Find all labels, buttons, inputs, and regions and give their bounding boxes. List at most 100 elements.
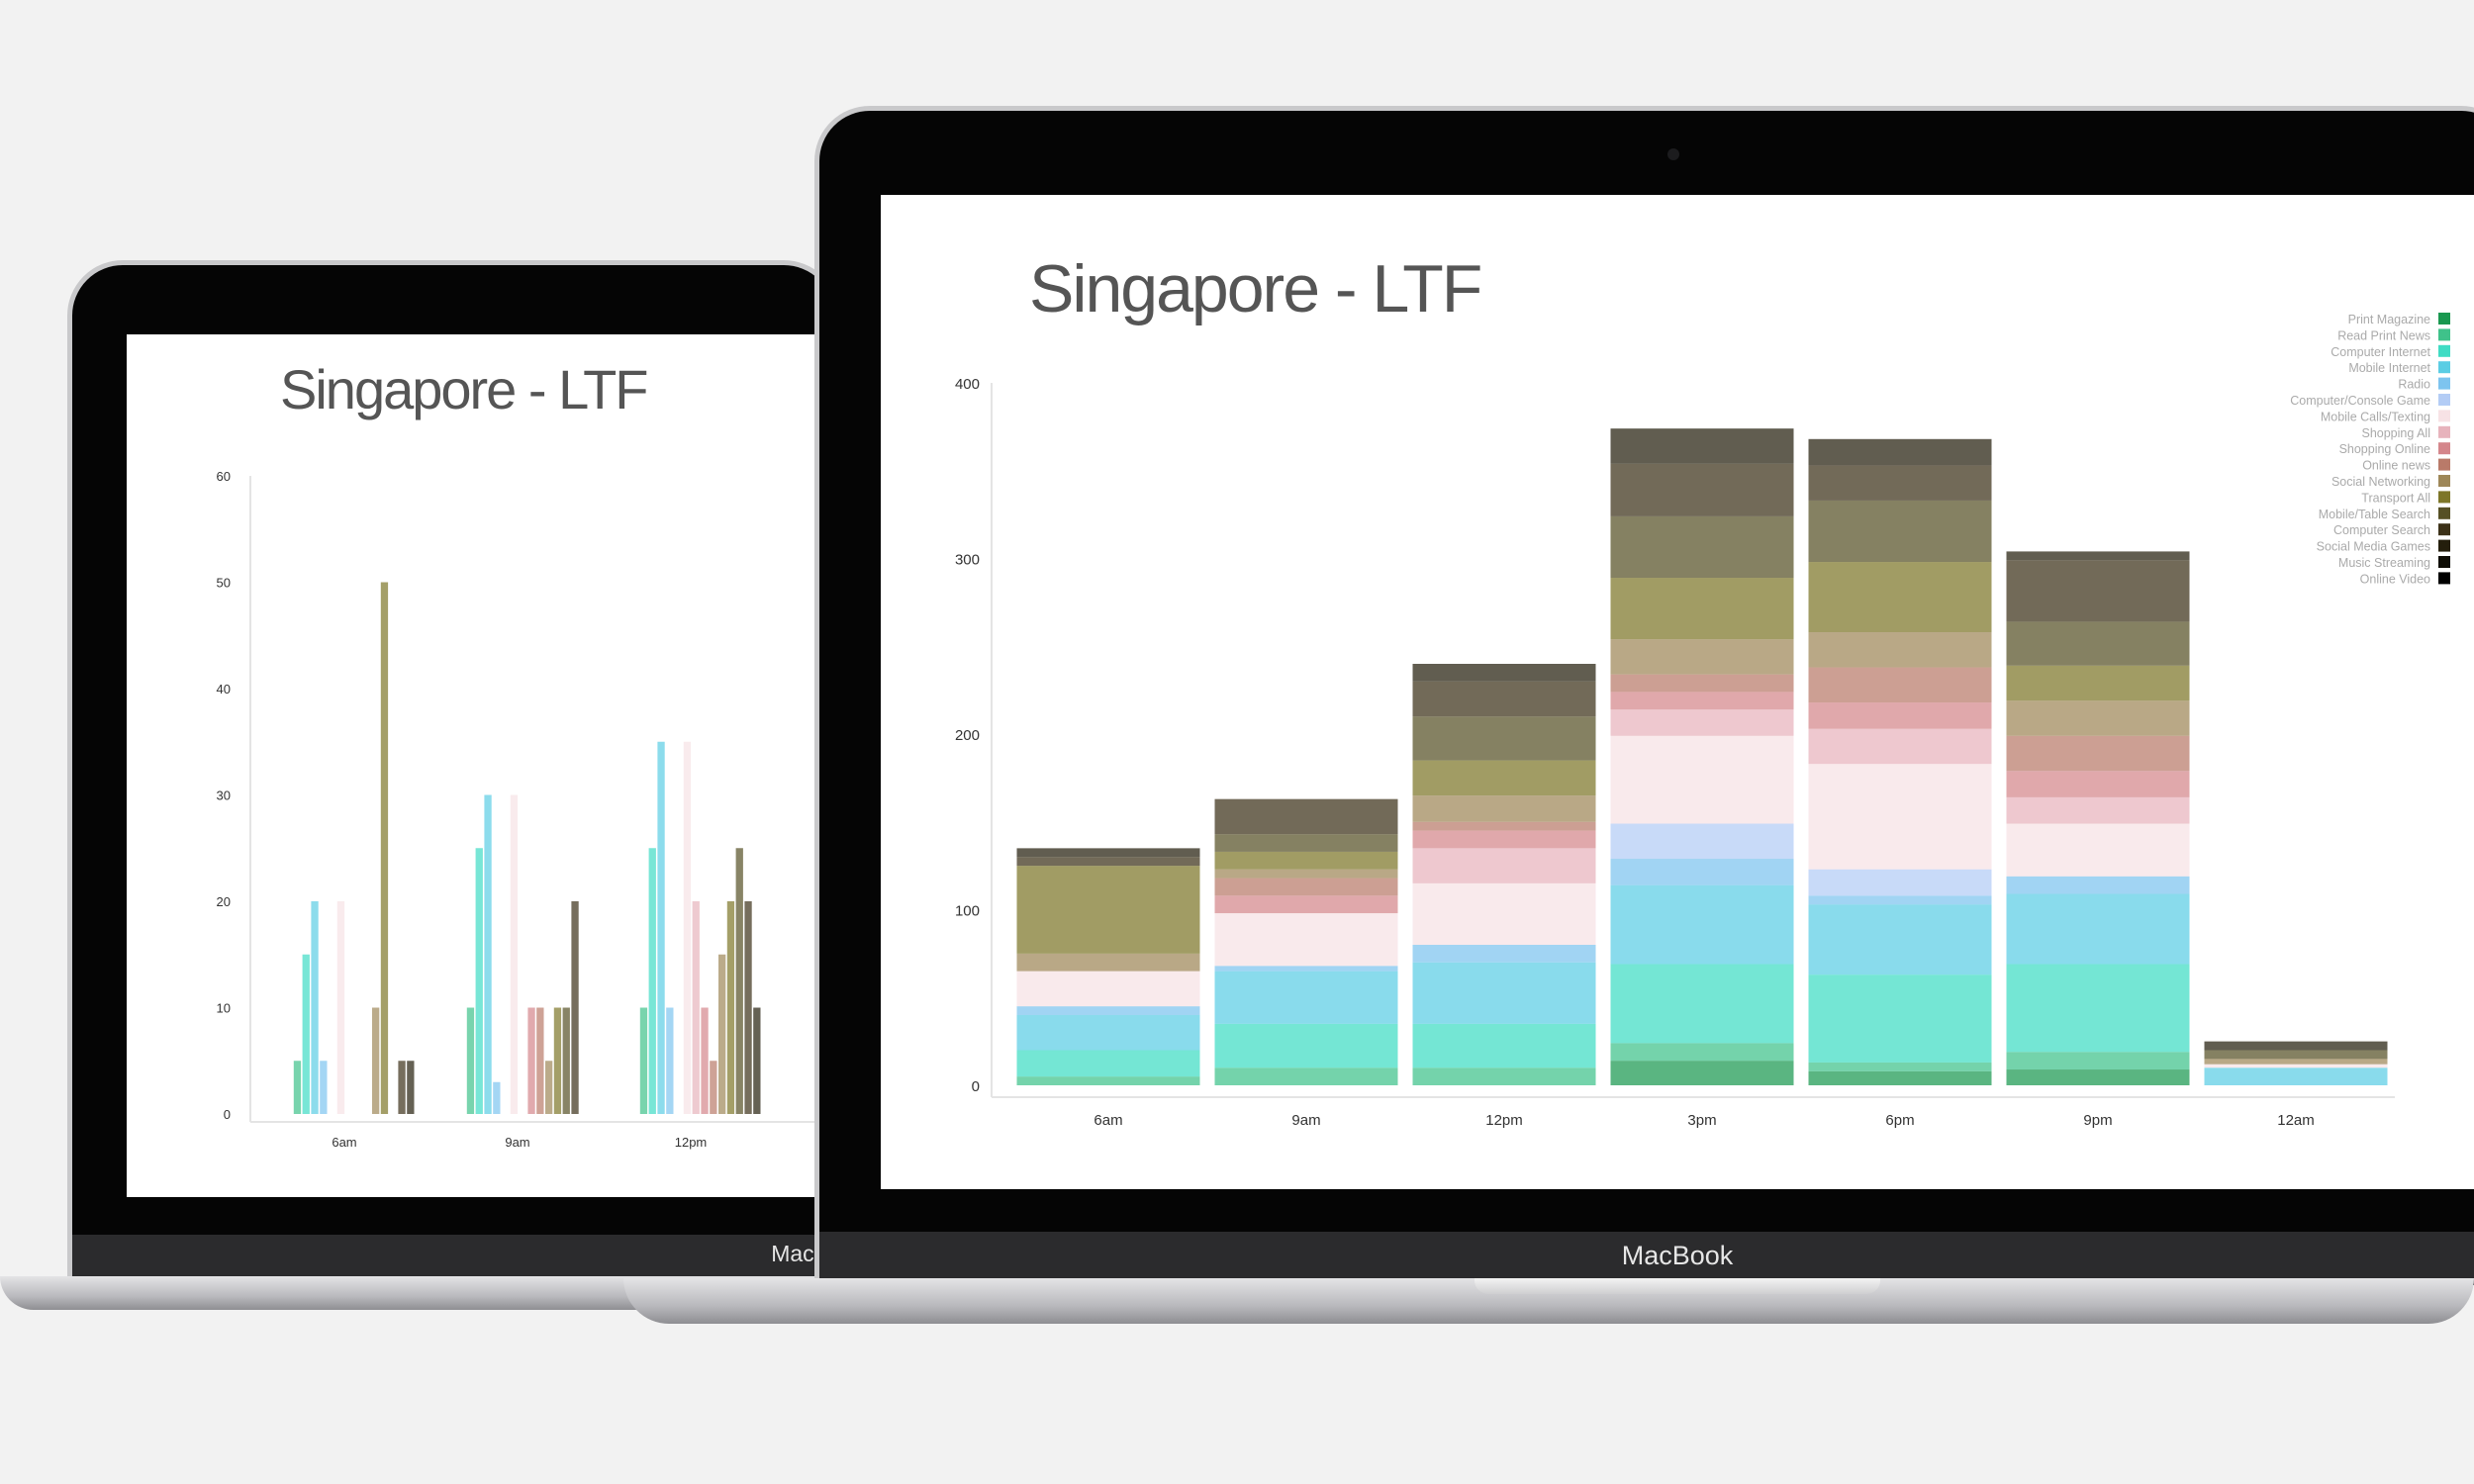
bar-segment bbox=[1610, 639, 1794, 675]
legend-label: Radio bbox=[2398, 378, 2430, 392]
bar-segment bbox=[1214, 869, 1398, 879]
bar bbox=[545, 1061, 553, 1114]
x-tick-label: 6am bbox=[332, 1135, 356, 1150]
x-tick-label: 6am bbox=[1094, 1112, 1122, 1129]
bar bbox=[372, 1007, 380, 1114]
bar-segment bbox=[1808, 764, 1992, 870]
bar-segment bbox=[2006, 560, 2190, 622]
chart-title: Singapore - LTF bbox=[280, 358, 646, 420]
bar bbox=[683, 741, 692, 1114]
bar-segment bbox=[1808, 1070, 1992, 1085]
bar-segment bbox=[2006, 735, 2190, 772]
bar bbox=[726, 901, 735, 1114]
bar-segment bbox=[1412, 848, 1596, 883]
x-tick-label: 3pm bbox=[1687, 1112, 1716, 1129]
legend-swatch bbox=[2438, 410, 2450, 422]
bar bbox=[744, 901, 752, 1114]
bar bbox=[320, 1061, 328, 1114]
bar-segment bbox=[1808, 562, 1992, 633]
legend-swatch bbox=[2438, 507, 2450, 519]
bar bbox=[536, 1007, 544, 1114]
legend-swatch bbox=[2438, 556, 2450, 568]
bar-segment bbox=[1016, 857, 1200, 867]
bar-segment bbox=[1610, 859, 1794, 885]
legend-swatch bbox=[2438, 475, 2450, 487]
front-laptop-notch bbox=[1475, 1278, 1880, 1294]
bar-segment bbox=[1016, 971, 1200, 1007]
bar bbox=[466, 1007, 475, 1114]
x-tick-label: 12pm bbox=[675, 1135, 708, 1150]
bar-segment bbox=[1610, 884, 1794, 965]
legend-swatch bbox=[2438, 458, 2450, 471]
grouped-bar-chart: Singapore - LTF 0 10 20 30 40 50 60 6am 9am 12pm bbox=[217, 358, 839, 1150]
legend-swatch bbox=[2438, 313, 2450, 325]
bar-segment bbox=[2006, 771, 2190, 797]
legend-label: Computer Internet bbox=[2331, 345, 2430, 359]
bar-segment bbox=[1412, 681, 1596, 717]
y-tick-label: 0 bbox=[972, 1078, 980, 1095]
bar-segment bbox=[2006, 1052, 2190, 1070]
bar-segment bbox=[1214, 913, 1398, 967]
bar bbox=[657, 741, 665, 1114]
bar-segment bbox=[1214, 834, 1398, 852]
bar-segment bbox=[2006, 876, 2190, 894]
legend-label: Shopping All bbox=[2361, 426, 2430, 440]
bar-segment bbox=[1412, 821, 1596, 831]
bar-segment bbox=[1214, 971, 1398, 1024]
bar-segment bbox=[1214, 1067, 1398, 1085]
legend-swatch bbox=[2438, 377, 2450, 390]
x-tick-label: 9pm bbox=[2083, 1112, 2112, 1129]
bar bbox=[571, 901, 579, 1114]
bar bbox=[692, 901, 700, 1114]
bar-segment bbox=[1016, 866, 1200, 954]
bar-segment bbox=[1808, 438, 1992, 466]
legend-swatch bbox=[2438, 425, 2450, 438]
bar-segment bbox=[2204, 1064, 2388, 1068]
y-tick-label: 10 bbox=[217, 1001, 231, 1016]
bar-segment bbox=[1610, 515, 1794, 579]
y-tick-label: 40 bbox=[217, 682, 231, 696]
y-tick-label: 100 bbox=[955, 903, 980, 920]
legend-swatch bbox=[2438, 361, 2450, 374]
y-tick-label: 60 bbox=[217, 469, 231, 484]
chart-title: Singapore - LTF bbox=[1029, 251, 1480, 326]
bar-segment bbox=[1016, 953, 1200, 972]
bar-segment bbox=[2006, 893, 2190, 965]
bar-segment bbox=[1610, 692, 1794, 710]
bar-segment bbox=[1214, 966, 1398, 972]
bar bbox=[475, 848, 483, 1114]
bar bbox=[666, 1007, 674, 1114]
legend-label: Read Print News bbox=[2337, 328, 2430, 342]
legend-label: Online news bbox=[2362, 459, 2430, 473]
bar bbox=[302, 954, 310, 1114]
bar bbox=[493, 1081, 501, 1114]
bar-segment bbox=[1016, 1015, 1200, 1051]
legend-label: Mobile/Table Search bbox=[2319, 508, 2430, 521]
bar-segment bbox=[1016, 1076, 1200, 1085]
x-tick-label: 12pm bbox=[1485, 1112, 1523, 1129]
legend-label: Mobile Internet bbox=[2348, 361, 2430, 375]
bar-segment bbox=[1610, 1043, 1794, 1062]
bar-segment bbox=[1610, 709, 1794, 736]
bar-segment bbox=[1808, 667, 1992, 703]
bar-segment bbox=[2006, 621, 2190, 666]
bar-segment bbox=[1610, 674, 1794, 693]
legend-swatch bbox=[2438, 328, 2450, 341]
bar-segment bbox=[1214, 878, 1398, 896]
bar-segment bbox=[2204, 1050, 2388, 1060]
bar bbox=[380, 582, 389, 1114]
bar-segment bbox=[1808, 895, 1992, 905]
bar-segment bbox=[1214, 1023, 1398, 1068]
bar-segment bbox=[1412, 830, 1596, 849]
legend-label: Shopping Online bbox=[2339, 442, 2430, 456]
legend-label: Mobile Calls/Texting bbox=[2321, 410, 2430, 423]
x-tick-label: 9am bbox=[505, 1135, 529, 1150]
bar bbox=[311, 901, 319, 1114]
bar-segment bbox=[1808, 500, 1992, 563]
y-tick-label: 50 bbox=[217, 576, 231, 591]
legend-swatch bbox=[2438, 523, 2450, 536]
bar-segment bbox=[1808, 702, 1992, 729]
bar-segment bbox=[2006, 964, 2190, 1053]
bar-segment bbox=[1016, 1050, 1200, 1077]
camera-icon bbox=[1667, 148, 1679, 160]
